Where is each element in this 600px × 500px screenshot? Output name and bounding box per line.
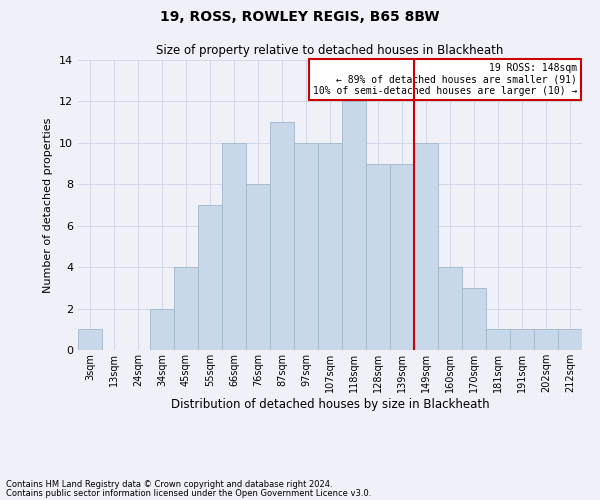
Bar (198, 205, 222, 350)
Bar (222, 143, 246, 350)
Bar (78, 330, 102, 350)
Bar (150, 308, 174, 350)
Bar (270, 122, 294, 350)
Bar (294, 143, 318, 350)
Bar (414, 143, 438, 350)
Bar (510, 330, 534, 350)
Bar (462, 288, 486, 350)
Bar (318, 143, 342, 350)
Bar (558, 330, 582, 350)
Text: 19 ROSS: 148sqm
← 89% of detached houses are smaller (91)
10% of semi-detached h: 19 ROSS: 148sqm ← 89% of detached houses… (313, 63, 577, 96)
Text: 19, ROSS, ROWLEY REGIS, B65 8BW: 19, ROSS, ROWLEY REGIS, B65 8BW (160, 10, 440, 24)
Text: Contains HM Land Registry data © Crown copyright and database right 2024.: Contains HM Land Registry data © Crown c… (6, 480, 332, 489)
Bar (342, 102, 366, 350)
Bar (486, 330, 510, 350)
Text: Contains public sector information licensed under the Open Government Licence v3: Contains public sector information licen… (6, 488, 371, 498)
Y-axis label: Number of detached properties: Number of detached properties (43, 118, 53, 292)
Bar (438, 267, 462, 350)
X-axis label: Distribution of detached houses by size in Blackheath: Distribution of detached houses by size … (170, 398, 490, 410)
Bar (534, 330, 558, 350)
Bar (246, 184, 270, 350)
Bar (366, 164, 390, 350)
Bar (174, 267, 198, 350)
Title: Size of property relative to detached houses in Blackheath: Size of property relative to detached ho… (157, 44, 503, 58)
Bar (390, 164, 414, 350)
